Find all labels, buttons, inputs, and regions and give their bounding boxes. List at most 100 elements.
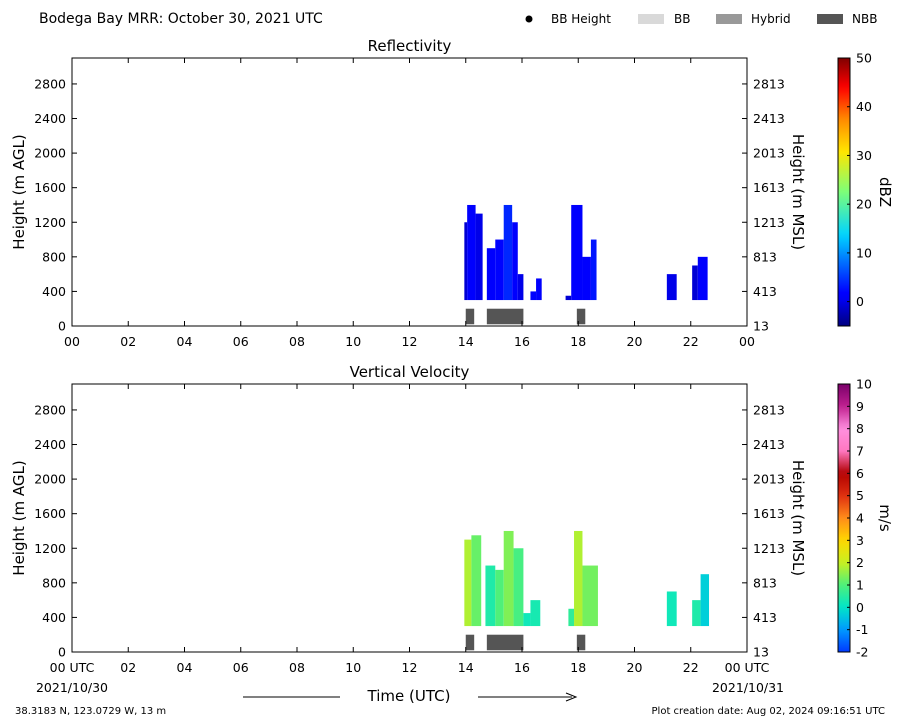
start-date-label: 2021/10/30	[36, 680, 108, 695]
y-tick-label: 1200	[34, 215, 66, 230]
plot-creation-date: Plot creation date: Aug 02, 2024 09:16:5…	[652, 706, 885, 717]
x-tick-label: 00 UTC	[50, 660, 95, 675]
station-location: 38.3183 N, 123.0729 W, 13 m	[15, 706, 166, 717]
colorbar-tick-label: 4	[856, 511, 864, 526]
y-tick-label-right: 2813	[753, 402, 785, 417]
data-cell	[486, 248, 496, 301]
data-cell	[565, 295, 572, 301]
bright-band-marker	[576, 634, 586, 651]
colorbar-tick-label: 2	[856, 555, 864, 570]
data-cell	[536, 278, 542, 301]
colorbar-tick-label: 6	[856, 466, 864, 481]
y-tick-label: 1200	[34, 541, 66, 556]
y-tick-label: 2400	[34, 111, 66, 126]
data-cell	[530, 291, 537, 301]
plot-frame	[71, 383, 748, 653]
y-tick-label-right: 2413	[753, 437, 785, 452]
data-cell	[485, 565, 496, 627]
time-arrow-head-icon	[565, 692, 578, 702]
data-cell	[666, 591, 677, 627]
y-tick-label-right: 2013	[753, 472, 785, 487]
x-tick-label: 04	[177, 334, 193, 349]
x-tick-label: 18	[570, 334, 586, 349]
data-cell	[697, 256, 708, 301]
y-tick-label: 400	[42, 610, 66, 625]
data-cells	[464, 204, 708, 301]
colorbar-tick-label: 7	[856, 444, 864, 459]
x-tick-label: 14	[458, 334, 474, 349]
x-tick-label: 20	[627, 334, 643, 349]
data-cell	[700, 574, 710, 627]
end-date-label: 2021/10/31	[712, 680, 784, 695]
figure-title: Bodega Bay MRR: October 30, 2021 UTC	[39, 11, 323, 27]
y-tick-label: 2400	[34, 437, 66, 452]
legend-label: Hybrid	[751, 12, 791, 26]
x-tick-label: 06	[233, 660, 249, 675]
colorbar-tick-label: 8	[856, 421, 864, 436]
bright-band-marker	[465, 308, 475, 325]
y-tick-label: 800	[42, 575, 66, 590]
x-tick-label: 12	[402, 334, 418, 349]
x-tick-label: 00	[739, 334, 755, 349]
data-cell	[471, 535, 482, 627]
data-cell	[571, 204, 583, 301]
data-cell	[590, 239, 597, 301]
x-tick-label: 00	[64, 334, 80, 349]
data-cell	[503, 204, 513, 301]
y-tick-label: 1600	[34, 506, 66, 521]
x-tick-label: 00 UTC	[725, 660, 770, 675]
x-tick-label: 20	[627, 660, 643, 675]
data-cell	[666, 274, 677, 301]
y-tick-label-right: 813	[753, 249, 777, 264]
y-axis-label: Height (m AGL)	[10, 460, 28, 575]
colorbar-label: m/s	[876, 504, 894, 532]
y-tick-label-right: 1613	[753, 506, 785, 521]
data-cell	[568, 608, 575, 627]
colorbar-tick-label: -1	[856, 622, 868, 637]
y-tick-label-right: 1213	[753, 215, 785, 230]
legend-item-bb-height: BB Height	[525, 12, 611, 26]
legend-swatch	[638, 14, 664, 24]
data-cell	[530, 600, 541, 627]
panel-title: Vertical Velocity	[350, 363, 470, 381]
data-cell	[582, 256, 591, 301]
x-tick-label: 16	[514, 334, 530, 349]
x-tick-label: 02	[120, 660, 136, 675]
y-tick-label: 800	[42, 249, 66, 264]
bright-band-marker	[486, 634, 524, 651]
colorbar-tick-label: 0	[856, 294, 864, 309]
data-cell	[517, 274, 524, 301]
x-tick-label: 04	[177, 660, 193, 675]
y-tick-label-right: 1613	[753, 180, 785, 195]
y-tick-label-right: 13	[753, 319, 769, 334]
y-tick-label: 2800	[34, 76, 66, 91]
data-cell	[523, 613, 531, 627]
data-cell	[513, 548, 524, 627]
y-tick-label: 2800	[34, 402, 66, 417]
y-tick-label-right: 413	[753, 610, 777, 625]
y-axis-label-right: Height (m MSL)	[789, 134, 807, 250]
data-cell	[467, 204, 476, 301]
colorbar-tick-label: 20	[856, 197, 872, 212]
data-cells	[464, 530, 710, 627]
x-tick-label: 16	[514, 660, 530, 675]
plot-frame	[71, 57, 748, 327]
data-cell	[692, 600, 701, 627]
x-tick-label: 10	[345, 334, 361, 349]
y-tick-label-right: 13	[753, 645, 769, 660]
legend-item-hybrid: Hybrid	[716, 12, 791, 26]
data-cell	[495, 239, 504, 301]
y-tick-label-right: 1213	[753, 541, 785, 556]
y-tick-label: 400	[42, 284, 66, 299]
x-tick-label: 08	[289, 660, 305, 675]
colorbar-tick-label: 1	[856, 578, 864, 593]
colorbar-tick-label: 0	[856, 600, 864, 615]
x-tick-label: 10	[345, 660, 361, 675]
colorbar: 0 10 20 30 40 50 dBZ	[837, 51, 894, 327]
bright-band-marker	[486, 308, 524, 325]
y-tick-label-right: 2013	[753, 146, 785, 161]
data-cell	[495, 569, 504, 627]
y-tick-label: 2000	[34, 472, 66, 487]
